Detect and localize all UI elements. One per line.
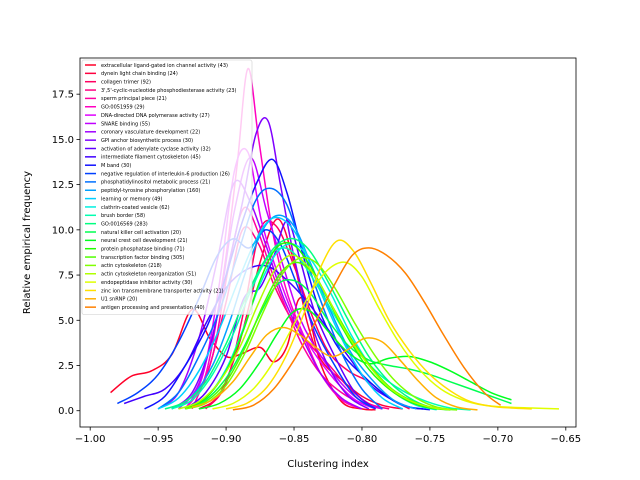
legend-label: actin cytoskeleton reorganization (51) — [101, 272, 196, 278]
legend-label: GO:0016569 (283) — [101, 221, 148, 227]
series-line-17 — [157, 216, 404, 410]
y-tick-label: 0.0 — [58, 406, 74, 417]
series-line-12 — [123, 264, 424, 410]
legend-label: antigen processing and presentation (40) — [101, 305, 205, 311]
legend-label: peptidyl-tyrosine phosphorylation (160) — [101, 188, 200, 194]
legend-label: M band (30) — [101, 163, 131, 169]
legend-label: 3',5'-cyclic-nucleotide phosphodiesteras… — [101, 88, 237, 94]
legend-label: learning or memory (49) — [101, 196, 162, 202]
legend-label: extracellular ligand-gated ion channel a… — [101, 63, 228, 69]
legend: extracellular ligand-gated ion channel a… — [81, 59, 253, 315]
plot-frame — [79, 57, 577, 428]
legend-label: clathrin-coated vesicle (62) — [101, 205, 170, 211]
series-layer — [110, 68, 560, 411]
series-line-22 — [198, 307, 512, 410]
x-axis-label: Clustering index — [287, 459, 369, 470]
series-line-26 — [178, 254, 451, 411]
x-tick-label: −0.90 — [211, 434, 242, 445]
y-tick-label: 17.5 — [52, 90, 74, 101]
series-line-1 — [110, 296, 376, 411]
legend-label: zinc ion transmembrane transporter activ… — [101, 288, 224, 294]
legend-label: natural killer cell activation (20) — [101, 230, 181, 236]
series-line-20 — [164, 237, 451, 411]
x-tick-label: −0.95 — [143, 434, 174, 445]
series-line-29 — [191, 326, 478, 411]
series-line-30 — [232, 247, 502, 411]
legend-label: U1 snRNP (20) — [101, 297, 137, 303]
legend-label: brush border (58) — [101, 213, 145, 219]
y-tick-label: 12.5 — [52, 180, 74, 191]
legend-label: collagen trimer (92) — [101, 80, 151, 86]
series-line-28 — [225, 239, 532, 410]
x-axis: −1.00 −0.95 −0.90 −0.85 −0.80 −0.75 −0.70 −0.65 — [75, 427, 581, 445]
x-tick-label: −0.85 — [279, 434, 310, 445]
legend-label: phosphatidylinositol metabolic process (… — [101, 180, 210, 186]
y-tick-label: 7.5 — [58, 271, 74, 282]
series-line-10 — [171, 117, 370, 410]
series-line-16 — [171, 214, 417, 410]
legend-label: neural crest cell development (21) — [101, 238, 188, 244]
x-tick-label: −0.70 — [483, 434, 514, 445]
legend-label: negative regulation of interleukin-6 pro… — [101, 171, 230, 177]
series-line-23 — [184, 241, 451, 411]
legend-label: coronary vasculature development (22) — [101, 130, 200, 136]
legend-label: GO:0051959 (29) — [101, 105, 145, 111]
legend-label: activation of adenylate cyclase activity… — [101, 146, 211, 152]
y-axis: 0.0 2.5 5.0 7.5 10.0 12.5 15.0 17.5 — [52, 90, 80, 417]
y-tick-label: 5.0 — [58, 316, 74, 327]
series-line-2 — [198, 218, 403, 410]
legend-box — [81, 59, 253, 315]
y-axis-label: Relative empirical frequency — [22, 171, 33, 314]
legend-label: transcription factor binding (305) — [101, 255, 184, 261]
legend-label: DNA-directed DNA polymerase activity (27… — [101, 113, 210, 119]
legend-label: sperm principal piece (21) — [101, 96, 167, 102]
legend-label: protein phosphatase binding (71) — [101, 247, 185, 253]
y-tick-label: 10.0 — [52, 225, 74, 236]
x-tick-label: −0.75 — [415, 434, 446, 445]
x-tick-label: −1.00 — [75, 434, 106, 445]
series-line-11 — [184, 220, 377, 410]
series-line-13 — [144, 158, 431, 411]
series-line-21 — [185, 278, 512, 410]
legend-label: SNARE binding (55) — [101, 121, 150, 127]
x-tick-label: −0.65 — [550, 434, 581, 445]
legend-label: actin cytoskeleton (218) — [101, 263, 162, 269]
y-tick-label: 2.5 — [58, 361, 74, 372]
x-tick-label: −0.80 — [347, 434, 378, 445]
legend-label: GPI anchor biosynthetic process (30) — [101, 138, 193, 144]
y-tick-label: 15.0 — [52, 135, 74, 146]
legend-label: endopeptidase inhibitor activity (30) — [101, 280, 192, 286]
series-line-25 — [185, 256, 458, 411]
legend-label: intermediate filament cytoskeleton (45) — [101, 155, 201, 161]
legend-label: dynein light chain binding (24) — [101, 71, 178, 77]
